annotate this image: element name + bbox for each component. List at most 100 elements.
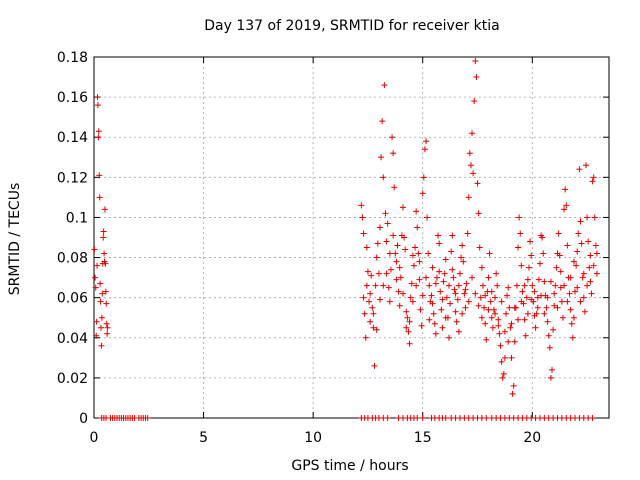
data-point bbox=[380, 174, 387, 181]
data-point bbox=[429, 300, 436, 307]
data-point bbox=[423, 274, 430, 281]
data-point bbox=[498, 298, 505, 305]
data-point bbox=[482, 292, 489, 299]
data-point bbox=[528, 296, 535, 303]
data-point bbox=[98, 314, 105, 321]
data-point bbox=[567, 274, 574, 281]
data-point bbox=[540, 250, 547, 257]
data-point bbox=[587, 252, 594, 259]
data-point bbox=[381, 82, 388, 89]
data-point bbox=[361, 310, 368, 317]
data-point bbox=[95, 134, 102, 141]
data-point bbox=[546, 344, 553, 351]
data-point bbox=[563, 202, 570, 209]
data-point bbox=[533, 310, 540, 317]
data-point bbox=[463, 280, 470, 287]
data-point bbox=[439, 324, 446, 331]
data-point bbox=[440, 278, 447, 285]
data-point bbox=[376, 296, 383, 303]
data-point bbox=[459, 310, 466, 317]
data-point bbox=[552, 282, 559, 289]
y-axis-label: SRMTID / TECUs bbox=[7, 183, 23, 296]
data-point bbox=[503, 310, 509, 317]
data-point bbox=[98, 324, 105, 331]
data-point bbox=[564, 298, 571, 305]
data-point bbox=[417, 306, 424, 313]
data-point bbox=[472, 290, 479, 297]
data-point bbox=[550, 326, 557, 333]
data-point bbox=[395, 288, 402, 295]
data-point bbox=[495, 316, 502, 323]
data-point bbox=[531, 288, 538, 295]
data-point bbox=[94, 94, 101, 101]
data-point bbox=[410, 262, 417, 269]
data-point bbox=[518, 298, 525, 305]
data-point bbox=[403, 324, 410, 331]
data-point bbox=[554, 304, 561, 311]
data-point bbox=[372, 282, 379, 289]
data-point bbox=[589, 415, 596, 421]
data-point bbox=[439, 296, 446, 303]
data-point bbox=[516, 214, 523, 221]
data-point bbox=[454, 296, 461, 303]
data-point bbox=[496, 330, 503, 337]
data-point bbox=[577, 298, 584, 305]
data-point bbox=[436, 240, 443, 247]
data-point bbox=[524, 310, 531, 317]
data-point bbox=[433, 274, 440, 281]
data-point bbox=[432, 330, 439, 337]
data-point bbox=[549, 366, 556, 373]
data-point bbox=[438, 306, 445, 313]
chart-title: Day 137 of 2019, SRMTID for receiver kti… bbox=[204, 18, 499, 34]
data-point bbox=[580, 294, 587, 301]
data-point bbox=[489, 324, 496, 331]
data-point bbox=[414, 415, 421, 421]
data-point bbox=[561, 282, 568, 289]
data-point bbox=[483, 336, 490, 343]
data-point bbox=[579, 274, 586, 281]
data-point bbox=[557, 268, 564, 275]
y-tick-label: 0.12 bbox=[57, 170, 88, 186]
data-point bbox=[446, 282, 453, 289]
data-point bbox=[92, 274, 99, 281]
data-point bbox=[570, 314, 577, 321]
data-point bbox=[364, 268, 371, 275]
data-point bbox=[400, 204, 406, 211]
data-point bbox=[584, 282, 591, 289]
data-point bbox=[539, 234, 546, 241]
data-point bbox=[95, 128, 102, 135]
data-point bbox=[408, 280, 415, 287]
data-point bbox=[586, 264, 593, 271]
data-point bbox=[566, 290, 573, 297]
data-point bbox=[504, 292, 511, 299]
data-point bbox=[374, 240, 381, 247]
data-point bbox=[362, 334, 369, 341]
data-point bbox=[568, 320, 575, 327]
data-point bbox=[538, 292, 545, 299]
data-point bbox=[360, 294, 367, 301]
data-point bbox=[452, 308, 459, 315]
data-point bbox=[420, 174, 427, 181]
data-point bbox=[413, 208, 420, 215]
data-point bbox=[506, 304, 513, 311]
data-point bbox=[416, 276, 423, 283]
data-point bbox=[415, 250, 422, 257]
data-point bbox=[419, 415, 426, 421]
data-point bbox=[466, 150, 473, 157]
data-point bbox=[500, 370, 507, 377]
data-point bbox=[442, 256, 449, 263]
data-point bbox=[582, 162, 589, 169]
data-point bbox=[492, 310, 499, 317]
data-point bbox=[577, 218, 584, 225]
data-point bbox=[442, 314, 449, 321]
y-tick-label: 0.08 bbox=[57, 251, 88, 267]
data-point bbox=[541, 310, 548, 317]
data-point bbox=[510, 382, 517, 389]
data-point bbox=[396, 264, 403, 271]
data-point bbox=[144, 415, 151, 421]
data-point bbox=[393, 276, 400, 283]
data-point bbox=[384, 220, 391, 227]
data-point bbox=[526, 264, 533, 271]
data-point bbox=[386, 298, 393, 305]
data-point bbox=[593, 250, 600, 257]
